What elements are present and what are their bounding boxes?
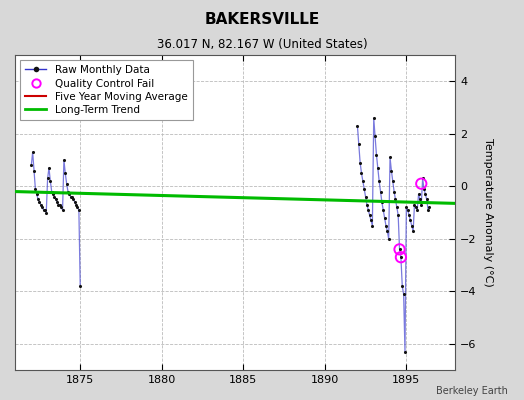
Point (387, 167, 396, 174)
Point (30, 167, 38, 174)
Point (424, 207, 432, 213)
Point (390, 188, 398, 195)
Text: BAKERSVILLE: BAKERSVILLE (204, 12, 320, 27)
Point (355, 141, 363, 148)
Point (421, 191, 430, 197)
Point (360, 186, 368, 192)
Point (46, 178, 54, 184)
Point (383, 228, 391, 234)
Point (413, 207, 421, 213)
Point (76, 283, 84, 289)
Point (410, 202, 419, 208)
Point (363, 202, 371, 208)
Point (43, 175, 52, 182)
Point (58, 207, 67, 213)
Point (398, 283, 407, 289)
Point (374, 165, 382, 171)
Point (27, 162, 36, 168)
Point (353, 123, 362, 129)
Point (425, 204, 434, 210)
Point (399, 291, 408, 297)
Point (34, 196, 42, 203)
Point (50, 194, 59, 200)
Point (45, 165, 53, 171)
Point (31, 186, 40, 192)
Point (364, 207, 373, 213)
Point (54, 202, 63, 208)
Point (405, 212, 413, 218)
Point (395, 246, 403, 252)
Point (60, 157, 68, 163)
Point (375, 178, 384, 184)
Point (53, 199, 61, 205)
Point (367, 217, 375, 224)
Point (389, 178, 397, 184)
Point (56, 202, 64, 208)
Point (380, 215, 389, 221)
Point (417, 180, 425, 187)
Point (372, 152, 380, 158)
Point (65, 191, 73, 197)
Point (368, 222, 377, 229)
Point (395, 246, 403, 252)
Y-axis label: Temperature Anomaly (°C): Temperature Anomaly (°C) (483, 138, 493, 287)
Point (382, 222, 390, 229)
Point (57, 204, 66, 210)
Point (422, 196, 431, 203)
Point (35, 199, 43, 205)
Point (417, 202, 425, 208)
Point (365, 212, 374, 218)
Point (397, 254, 405, 260)
Point (409, 228, 417, 234)
Point (64, 188, 72, 195)
Point (72, 202, 80, 208)
Legend: Raw Monthly Data, Quality Control Fail, Five Year Moving Average, Long-Term Tren: Raw Monthly Data, Quality Control Fail, … (20, 60, 192, 120)
Point (28, 149, 37, 155)
Point (397, 254, 405, 260)
Point (362, 194, 370, 200)
Point (69, 196, 78, 203)
Point (386, 154, 394, 161)
Point (38, 204, 46, 210)
Point (358, 178, 367, 184)
Point (391, 196, 400, 203)
Point (376, 188, 385, 195)
Point (416, 196, 424, 203)
Point (379, 207, 387, 213)
Point (42, 209, 50, 216)
Point (378, 199, 386, 205)
Point (401, 348, 409, 355)
Point (412, 204, 420, 210)
Point (408, 222, 416, 229)
Point (403, 207, 412, 213)
Point (32, 191, 41, 197)
Point (51, 196, 60, 203)
Point (49, 191, 57, 197)
Point (67, 194, 75, 200)
Point (402, 204, 410, 210)
Point (394, 212, 402, 218)
Point (392, 204, 401, 210)
Text: Berkeley Earth: Berkeley Earth (436, 386, 508, 396)
Point (420, 186, 428, 192)
Point (414, 191, 423, 197)
Point (71, 199, 79, 205)
Point (357, 170, 366, 176)
Point (73, 204, 82, 210)
Text: 36.017 N, 82.167 W (United States): 36.017 N, 82.167 W (United States) (157, 38, 367, 51)
Point (41, 207, 49, 213)
Point (48, 188, 56, 195)
Point (385, 236, 393, 242)
Point (37, 202, 45, 208)
Point (371, 133, 379, 140)
Point (62, 180, 71, 187)
Point (39, 207, 48, 213)
Point (75, 207, 83, 213)
Point (406, 217, 414, 224)
Point (419, 175, 427, 182)
Point (61, 170, 70, 176)
Point (68, 194, 77, 200)
Point (356, 160, 364, 166)
Point (369, 115, 378, 121)
